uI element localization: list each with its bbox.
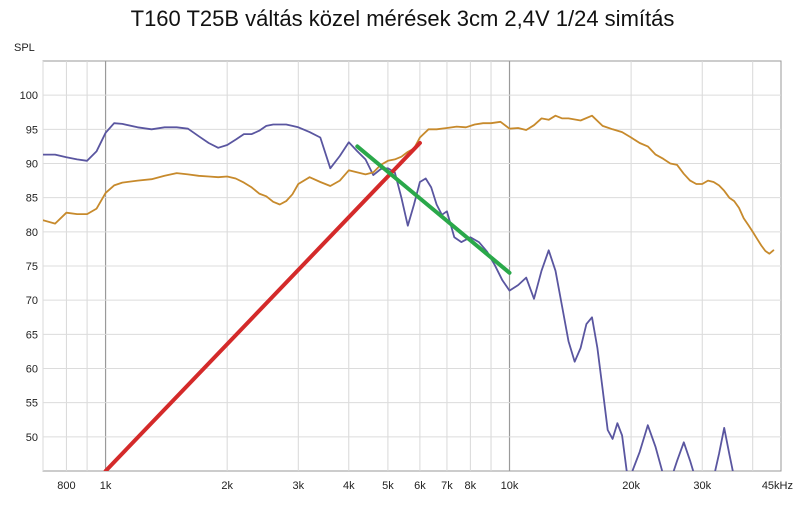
series-lines (43, 114, 775, 471)
series-line-green (355, 144, 512, 275)
x-tick-label: 5k (382, 480, 394, 492)
y-tick-label: 70 (26, 295, 38, 307)
y-tick-label: 90 (26, 159, 38, 171)
x-tick-label: 1k (100, 480, 112, 492)
y-tick-label: 85 (26, 193, 38, 205)
x-tick-label: 6k (414, 480, 426, 492)
chart-title: T160 T25B váltás közel mérések 3cm 2,4V … (130, 6, 675, 31)
x-tick-label: 3k (292, 480, 304, 492)
y-tick-label: 60 (26, 364, 38, 376)
x-tick-label: 45kHz (762, 480, 793, 492)
x-tick-label: 2k (221, 480, 233, 492)
series-line-orange (43, 114, 775, 255)
x-tick-label: 10k (501, 480, 519, 492)
y-tick-label: 75 (26, 261, 38, 273)
y-tick-label: 95 (26, 124, 38, 136)
x-tick-label: 30k (693, 480, 711, 492)
x-tick-label: 800 (57, 480, 75, 492)
y-axis-label: SPL (14, 42, 35, 54)
y-tick-label: 80 (26, 227, 38, 239)
x-tick-label: 4k (343, 480, 355, 492)
tick-labels: 100 95 90 85 80 75 70 65 60 55 50 800 1k 2k 3k 4k 5k 6k 7k… (20, 90, 793, 492)
y-tick-label: 50 (26, 432, 38, 444)
x-tick-label: 7k (441, 480, 453, 492)
x-tick-label: 8k (465, 480, 477, 492)
y-tick-label: 55 (26, 398, 38, 410)
y-tick-label: 65 (26, 329, 38, 341)
x-tick-label: 20k (622, 480, 640, 492)
grid-lines (42, 61, 781, 471)
y-tick-label: 100 (20, 90, 38, 102)
series-line-red (103, 141, 422, 471)
